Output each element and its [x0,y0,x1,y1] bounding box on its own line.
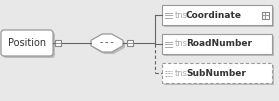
Text: RoadNumber: RoadNumber [186,39,252,48]
Text: SubNumber: SubNumber [186,68,246,77]
Polygon shape [93,36,125,54]
Bar [164,36,274,56]
Bar [164,7,274,27]
Text: tns:: tns: [175,68,191,77]
FancyBboxPatch shape [3,32,55,58]
Text: Position: Position [8,38,46,48]
Bar [162,5,272,25]
FancyBboxPatch shape [1,30,53,56]
Bar [162,34,272,54]
Bar [261,12,268,18]
Bar [127,40,133,46]
Bar [164,65,274,85]
Polygon shape [91,34,123,52]
Text: tns:: tns: [175,39,191,48]
Text: Coordinate: Coordinate [186,11,242,19]
Text: – – –: – – – [100,41,114,45]
Bar [162,63,272,83]
Bar [55,40,61,46]
Text: tns:: tns: [175,11,191,19]
